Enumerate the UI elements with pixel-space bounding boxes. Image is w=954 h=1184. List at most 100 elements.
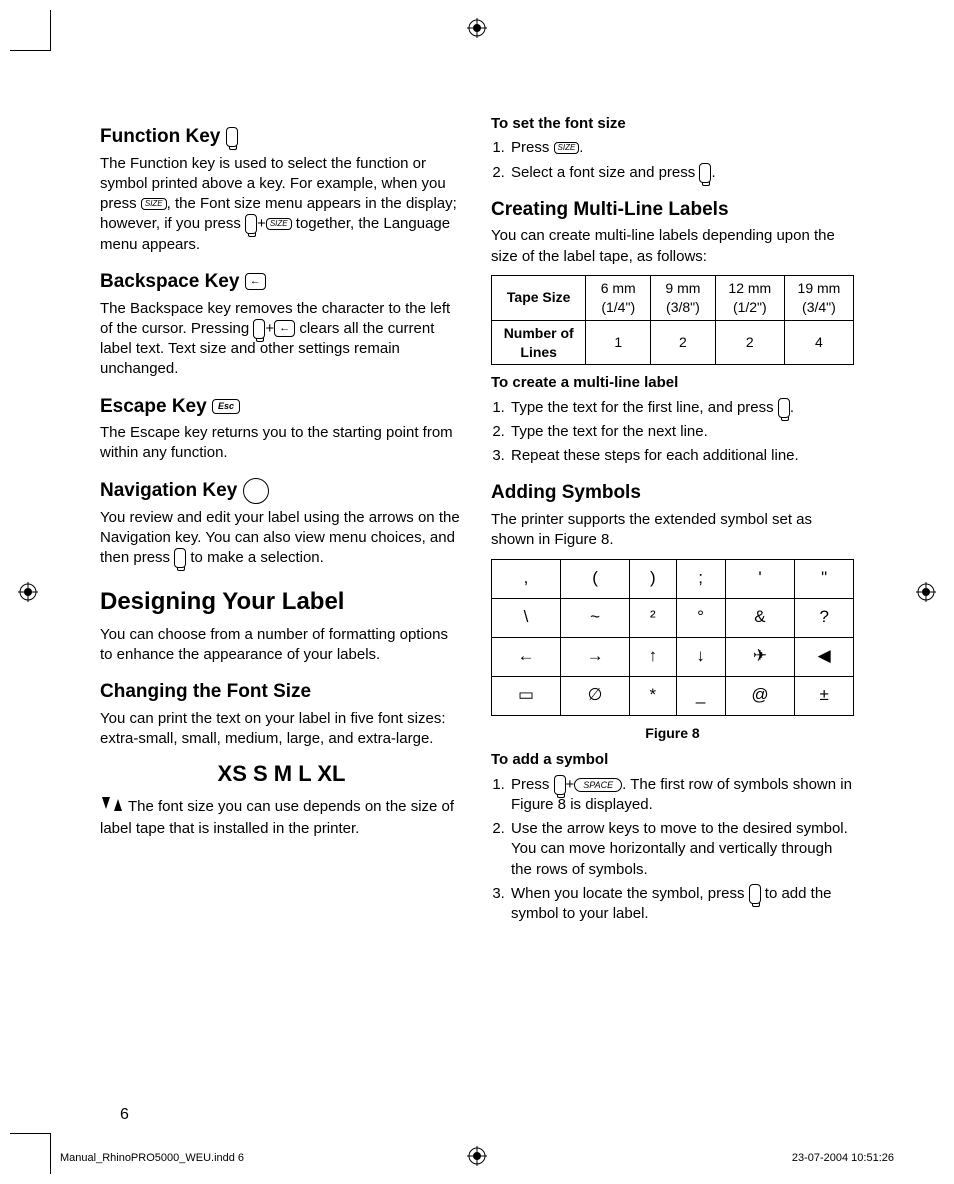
table-row: Tape Size 6 mm (1/4") 9 mm (3/8") 12 mm … — [492, 275, 854, 320]
paragraph: The printer supports the extended symbol… — [491, 510, 854, 551]
table-cell: ∅ — [561, 676, 630, 715]
heading-navigation-key: Navigation Key — [100, 478, 463, 504]
table-cell: ↑ — [630, 637, 676, 676]
page: Function Key The Function key is used to… — [0, 0, 954, 1184]
table-header: Number of Lines — [492, 320, 586, 365]
list-item: Press SIZE. — [509, 138, 854, 158]
heading-text: Escape Key — [100, 396, 207, 417]
list-item: When you locate the symbol, press to add… — [509, 884, 854, 925]
table-cell: ² — [630, 598, 676, 637]
left-column: Function Key The Function key is used to… — [100, 110, 463, 1104]
list-item: Press +SPACE. The first row of symbols s… — [509, 775, 854, 816]
function-key-icon — [245, 214, 257, 234]
paragraph: The Backspace key removes the character … — [100, 299, 463, 380]
heading-function-key: Function Key — [100, 124, 463, 150]
text: The font size you can use depends on the… — [100, 798, 454, 837]
table-row: , ( ) ; ' " — [492, 559, 854, 598]
symbols-table: , ( ) ; ' " \ ~ ² ° & ? ← → — [491, 559, 854, 716]
table-cell: ← — [492, 637, 561, 676]
right-column: To set the font size Press SIZE. Select … — [491, 110, 854, 1104]
list-item: Select a font size and press . — [509, 163, 854, 183]
function-key-icon — [253, 319, 265, 339]
text: . — [711, 164, 715, 181]
registration-mark-icon — [467, 18, 487, 38]
footer: Manual_RhinoPRO5000_WEU.indd 6 23-07-200… — [60, 1152, 894, 1164]
text: . — [579, 139, 583, 156]
heading-text: Backspace Key — [100, 271, 239, 292]
hint-icon — [100, 795, 124, 819]
table-cell: ◀ — [795, 637, 854, 676]
table-cell: ) — [630, 559, 676, 598]
table-cell: * — [630, 676, 676, 715]
footer-timestamp: 23-07-2004 10:51:26 — [792, 1152, 894, 1164]
table-row: ← → ↑ ↓ ✈ ◀ — [492, 637, 854, 676]
backspace-key-icon: ← — [274, 320, 295, 337]
table-cell: ↓ — [676, 637, 725, 676]
table-cell: 1 — [586, 320, 651, 365]
table-cell: " — [795, 559, 854, 598]
list-item: Use the arrow keys to move to the desire… — [509, 819, 854, 880]
table-cell: 4 — [784, 320, 853, 365]
table-cell: 9 mm (3/8") — [651, 275, 716, 320]
paragraph: You can print the text on your label in … — [100, 709, 463, 750]
font-sizes-display: XS S M L XL — [100, 759, 463, 789]
text: . — [790, 399, 794, 416]
text: Select a font size and press — [511, 164, 699, 181]
table-cell: 2 — [651, 320, 716, 365]
table-cell: ~ — [561, 598, 630, 637]
list-item: Repeat these steps for each additional l… — [509, 446, 854, 466]
registration-mark-icon — [916, 582, 936, 602]
subheading-set-font: To set the font size — [491, 114, 854, 134]
table-cell: → — [561, 637, 630, 676]
subheading-create-multiline: To create a multi-line label — [491, 373, 854, 393]
function-key-icon — [226, 127, 238, 147]
footer-filename: Manual_RhinoPRO5000_WEU.indd 6 — [60, 1152, 244, 1164]
plus-text: + — [566, 776, 575, 793]
table-cell: ; — [676, 559, 725, 598]
text: to make a selection. — [186, 549, 324, 566]
enter-key-icon — [174, 548, 186, 568]
heading-symbols: Adding Symbols — [491, 480, 854, 506]
steps-multiline: Type the text for the first line, and pr… — [491, 398, 854, 467]
table-cell: 6 mm (1/4") — [586, 275, 651, 320]
table-header: Tape Size — [492, 275, 586, 320]
crop-mark — [10, 10, 51, 51]
table-cell: & — [725, 598, 795, 637]
paragraph: The font size you can use depends on the… — [100, 795, 463, 840]
table-cell: , — [492, 559, 561, 598]
table-cell: ° — [676, 598, 725, 637]
heading-designing: Designing Your Label — [100, 586, 463, 618]
enter-key-icon — [699, 163, 711, 183]
list-item: Type the text for the first line, and pr… — [509, 398, 854, 418]
heading-text: Function Key — [100, 126, 220, 147]
table-cell: _ — [676, 676, 725, 715]
table-cell: @ — [725, 676, 795, 715]
text: When you locate the symbol, press — [511, 885, 749, 902]
table-row: ▭ ∅ * _ @ ± — [492, 676, 854, 715]
size-key-icon: SIZE — [141, 198, 167, 210]
backspace-key-icon: ← — [245, 273, 266, 290]
table-cell: ± — [795, 676, 854, 715]
table-cell: \ — [492, 598, 561, 637]
table-row: \ ~ ² ° & ? — [492, 598, 854, 637]
heading-escape-key: Escape Key Esc — [100, 394, 463, 420]
paragraph: You can choose from a number of formatti… — [100, 625, 463, 666]
text: Type the text for the first line, and pr… — [511, 399, 778, 416]
content-columns: Function Key The Function key is used to… — [100, 110, 854, 1104]
table-row: Number of Lines 1 2 2 4 — [492, 320, 854, 365]
table-cell: ✈ — [725, 637, 795, 676]
size-key-icon: SIZE — [554, 142, 580, 154]
table-cell: ? — [795, 598, 854, 637]
table-cell: ( — [561, 559, 630, 598]
steps-set-font: Press SIZE. Select a font size and press… — [491, 138, 854, 183]
figure-caption: Figure 8 — [491, 724, 854, 743]
table-cell: ' — [725, 559, 795, 598]
heading-multiline: Creating Multi-Line Labels — [491, 197, 854, 223]
paragraph: The Escape key returns you to the starti… — [100, 423, 463, 464]
space-key-icon: SPACE — [574, 778, 622, 792]
heading-font-size: Changing the Font Size — [100, 679, 463, 705]
crop-mark — [10, 1133, 51, 1174]
table-cell: 2 — [715, 320, 784, 365]
tape-size-table: Tape Size 6 mm (1/4") 9 mm (3/8") 12 mm … — [491, 275, 854, 366]
paragraph: You can create multi-line labels dependi… — [491, 226, 854, 267]
